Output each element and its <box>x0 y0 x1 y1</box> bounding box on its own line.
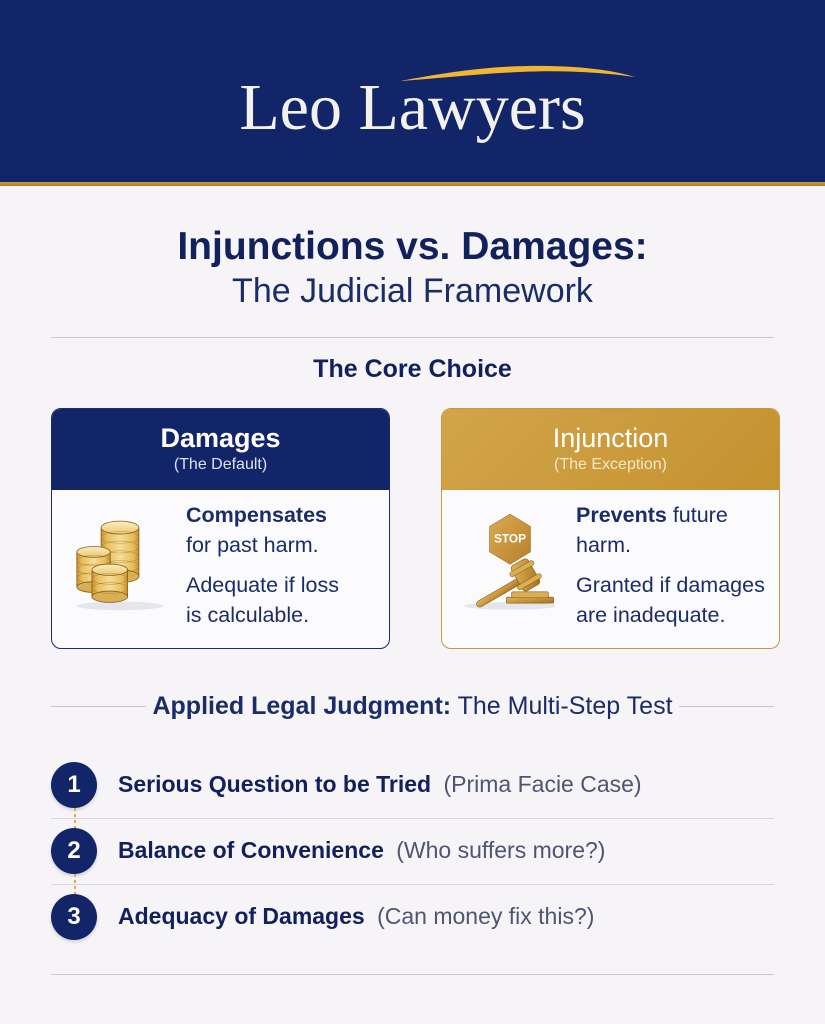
svg-text:STOP: STOP <box>494 532 526 546</box>
